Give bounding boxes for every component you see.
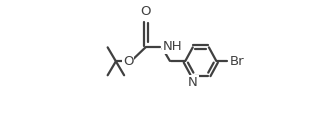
Text: N: N	[188, 76, 198, 89]
Text: NH: NH	[162, 40, 182, 53]
Text: O: O	[141, 5, 151, 18]
Text: O: O	[123, 55, 134, 68]
Text: Br: Br	[229, 55, 244, 68]
